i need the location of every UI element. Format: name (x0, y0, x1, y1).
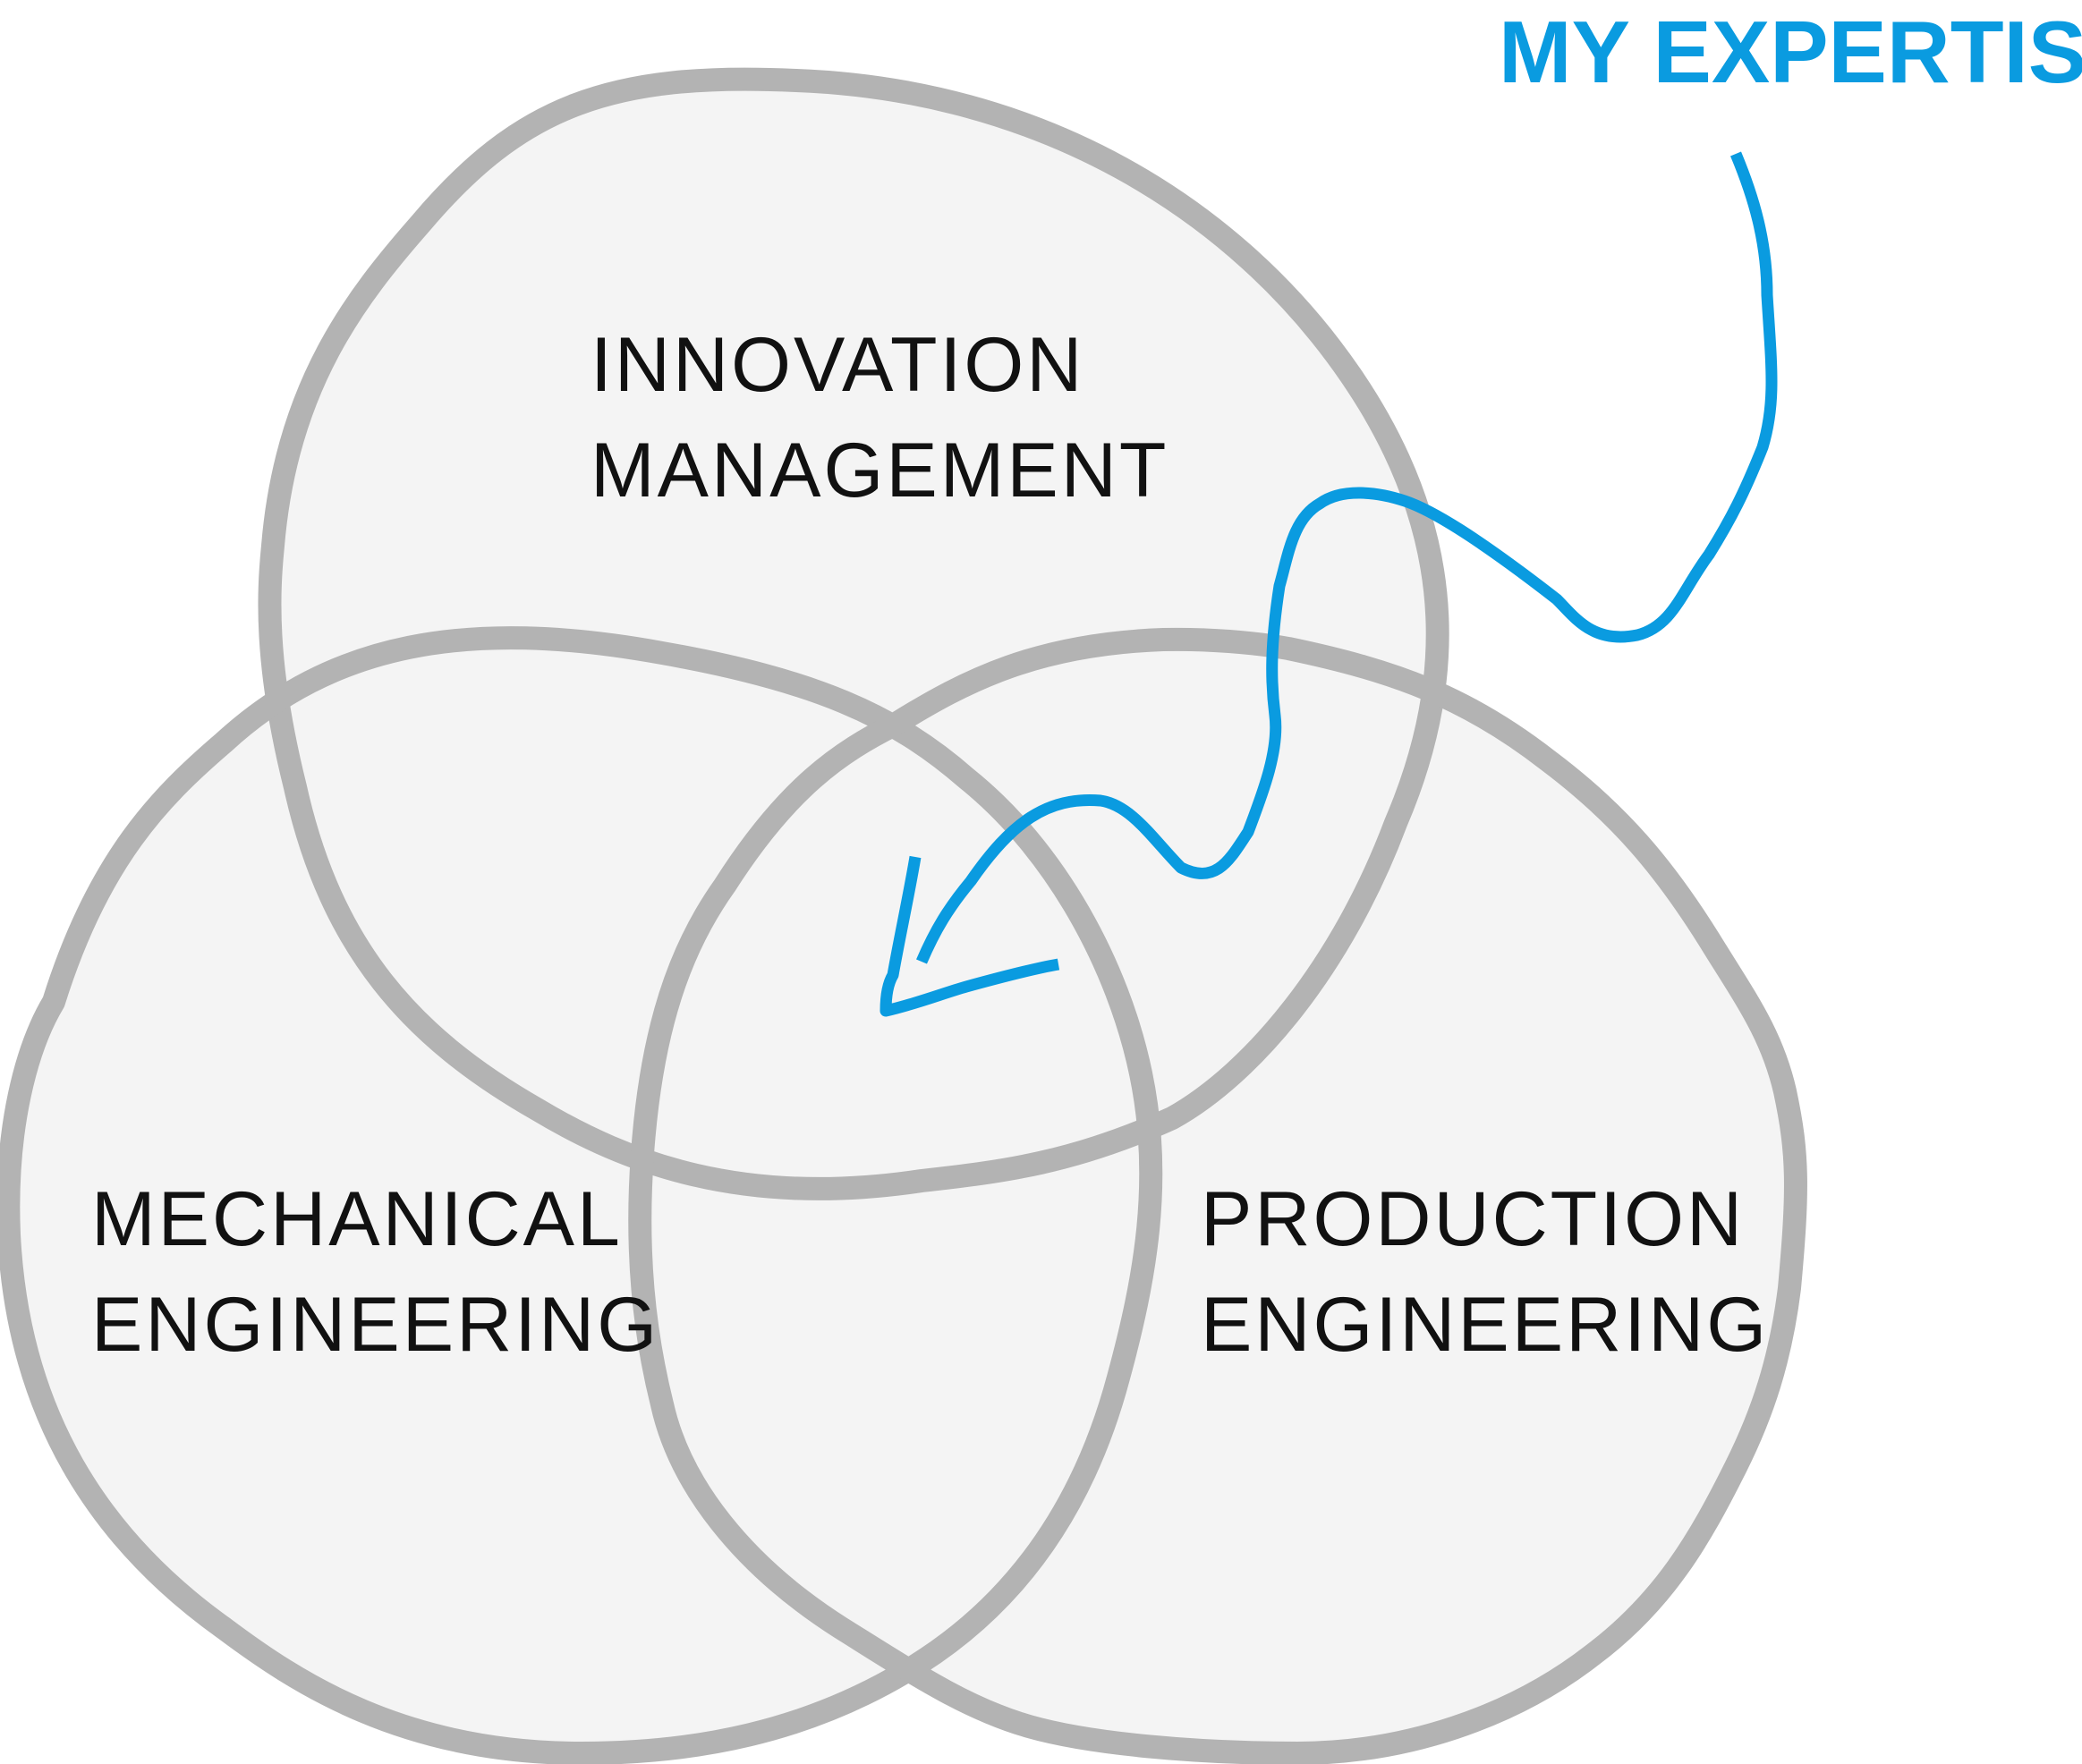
expertise-arrowhead (880, 855, 1060, 1017)
production-label-line2: ENGINEERING (1201, 1282, 1769, 1368)
innovation-label-line2: MANAGEMENT (591, 428, 1168, 513)
innovation-label-line1: INNOVATION (591, 322, 1084, 408)
mechanical-set-outline (0, 626, 1163, 1764)
innovation-set-outline (258, 67, 1449, 1200)
production-engineering-label: PRODUCTION ENGINEERING (1201, 1176, 1769, 1368)
expertise-arrow-line (916, 151, 1778, 964)
production-set-outline (628, 627, 1807, 1764)
set-fills (8, 79, 1796, 1754)
mechanical-label-line1: MECHANICAL (91, 1176, 623, 1262)
mechanical-label-line2: ENGINEERING (91, 1282, 659, 1368)
my-expertise-callout: MY EXPERTISE (1499, 3, 2082, 101)
production-set-fill (640, 639, 1796, 1754)
mechanical-engineering-label: MECHANICAL ENGINEERING (91, 1176, 659, 1368)
innovation-management-label: INNOVATION MANAGEMENT (591, 322, 1168, 513)
expertise-arrow-icon (880, 151, 1778, 1017)
production-label-line1: PRODUCTION (1201, 1176, 1745, 1262)
set-outlines (0, 67, 1807, 1764)
